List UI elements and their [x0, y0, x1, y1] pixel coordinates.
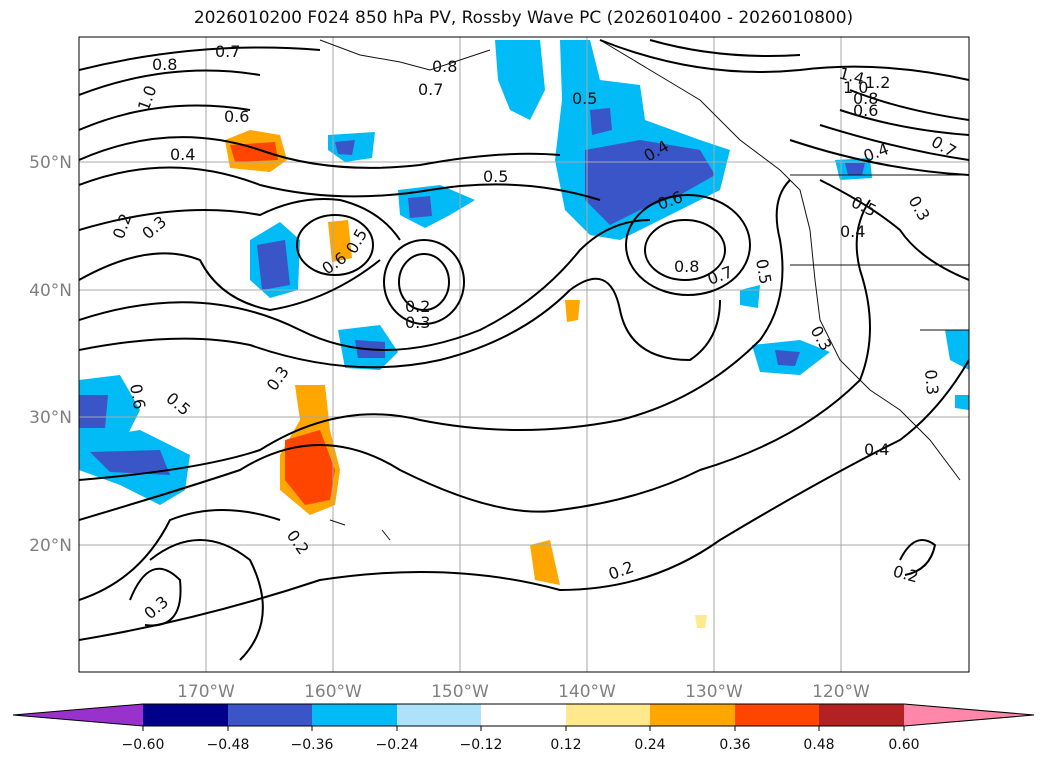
contour-label: 0.6 [224, 107, 249, 126]
contour-label: 0.8 [432, 57, 457, 76]
colorbar: −0.60 −0.48 −0.36 −0.24 −0.12 0.12 0.24 … [12, 703, 1035, 753]
map-title: 2026010200 F024 850 hPa PV, Rossby Wave … [193, 8, 854, 28]
colorbar-segment [228, 704, 312, 726]
lat-tick-label: 20°N [29, 536, 72, 556]
lat-tick-label: 40°N [29, 281, 72, 301]
colorbar-tick-label: 0.24 [634, 737, 665, 753]
contour-label: 0.6 [126, 382, 149, 410]
colorbar-segment [819, 704, 904, 726]
contour-label: 0.5 [752, 257, 775, 285]
contour-label: 0.8 [152, 55, 177, 74]
colorbar-tick-label: −0.24 [376, 737, 419, 753]
contour-label: 0.8 [674, 257, 699, 276]
lon-tick-label: 160°W [304, 682, 362, 702]
contour-label: 0.7 [215, 42, 240, 61]
colorbar-segment [481, 704, 566, 726]
colorbar-tick-label: −0.12 [460, 737, 503, 753]
plot-border [78, 36, 970, 673]
contour-label: 0.6 [853, 101, 878, 120]
colorbar-tick-label: 0.36 [719, 737, 750, 753]
graticule [79, 37, 969, 672]
colorbar-tick-label: −0.48 [207, 737, 250, 753]
colorbar-tick-label: 0.48 [803, 737, 834, 753]
colorbar-tick-label: 0.60 [888, 737, 919, 753]
lon-tick-label: 150°W [431, 682, 489, 702]
lon-axis: 170°W 160°W 150°W 140°W 130°W 120°W [177, 682, 870, 702]
lon-tick-label: 120°W [812, 682, 870, 702]
colorbar-segment [735, 704, 819, 726]
contour-label: 0.4 [840, 222, 865, 241]
colorbar-tick-label: 0.12 [550, 737, 581, 753]
lat-axis: 50°N 40°N 30°N 20°N [29, 153, 72, 556]
lon-tick-label: 130°W [685, 682, 743, 702]
colorbar-segment [312, 704, 397, 726]
shaded-anomalies [79, 40, 969, 628]
lat-tick-label: 30°N [29, 408, 72, 428]
pv-contours [79, 39, 969, 661]
colorbar-segment [566, 704, 650, 726]
contour-label: 0.2 [405, 297, 430, 316]
contour-label: 1.2 [865, 73, 890, 92]
colorbar-segment [143, 704, 228, 726]
colorbar-segment [397, 704, 481, 726]
lat-tick-label: 50°N [29, 153, 72, 173]
colorbar-segment [650, 704, 735, 726]
colorbar-extend-left [13, 704, 143, 726]
contour-label: 0.4 [170, 145, 195, 164]
plot-area [79, 37, 969, 672]
lon-tick-label: 140°W [558, 682, 616, 702]
contour-label: 0.7 [418, 80, 443, 99]
contour-label: 0.5 [483, 167, 508, 186]
colorbar-tick-label: −0.36 [291, 737, 334, 753]
colorbar-extend-right [904, 704, 1034, 726]
contour-label: 0.8 [853, 89, 878, 108]
contour-label: 0.3 [921, 369, 942, 396]
contour-label: 1.0 [843, 78, 868, 97]
contour-label: 0.3 [405, 313, 430, 332]
colorbar-tick-label: −0.60 [122, 737, 165, 753]
lon-tick-label: 170°W [177, 682, 235, 702]
contour-label: 0.5 [572, 89, 597, 108]
contour-label: 0.4 [864, 440, 889, 459]
